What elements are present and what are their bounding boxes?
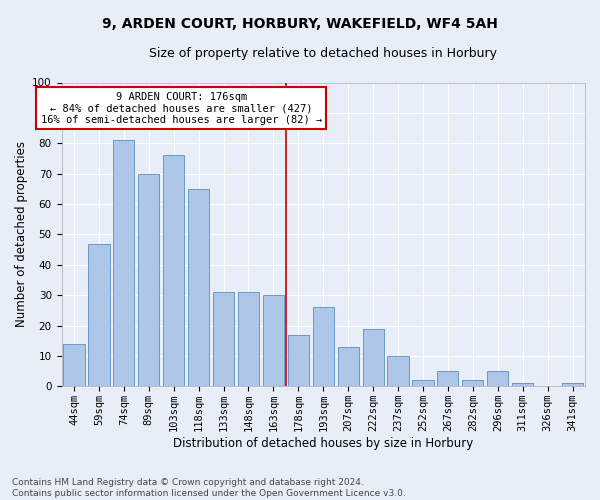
Bar (562, 384, 583, 386)
Bar (462, 380, 484, 386)
Title: Size of property relative to detached houses in Horbury: Size of property relative to detached ho… (149, 48, 497, 60)
Text: Contains HM Land Registry data © Crown copyright and database right 2024.
Contai: Contains HM Land Registry data © Crown c… (12, 478, 406, 498)
Bar (362, 328, 384, 386)
Text: 9 ARDEN COURT: 176sqm
← 84% of detached houses are smaller (427)
16% of semi-det: 9 ARDEN COURT: 176sqm ← 84% of detached … (41, 92, 322, 125)
Bar (487, 371, 508, 386)
Bar (213, 292, 234, 386)
Bar (263, 295, 284, 386)
Bar (113, 140, 134, 386)
Text: 9, ARDEN COURT, HORBURY, WAKEFIELD, WF4 5AH: 9, ARDEN COURT, HORBURY, WAKEFIELD, WF4 … (102, 18, 498, 32)
Bar (288, 334, 309, 386)
Bar (238, 292, 259, 386)
Bar (412, 380, 434, 386)
Bar (512, 384, 533, 386)
Bar (313, 308, 334, 386)
Bar (437, 371, 458, 386)
Bar (388, 356, 409, 386)
Bar (64, 344, 85, 387)
Y-axis label: Number of detached properties: Number of detached properties (15, 142, 28, 328)
Bar (88, 244, 110, 386)
Bar (138, 174, 160, 386)
X-axis label: Distribution of detached houses by size in Horbury: Distribution of detached houses by size … (173, 437, 473, 450)
Bar (338, 347, 359, 387)
Bar (188, 189, 209, 386)
Bar (163, 156, 184, 386)
